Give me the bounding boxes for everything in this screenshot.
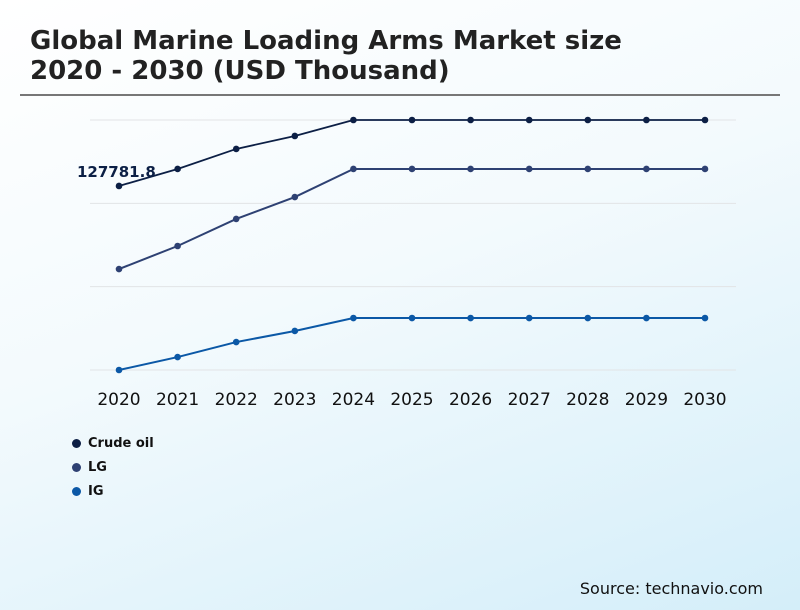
chart-title: Global Marine Loading Arms Market size 2… xyxy=(30,26,622,86)
legend-label: Crude oil xyxy=(88,436,154,451)
data-point xyxy=(701,165,709,173)
data-point xyxy=(291,327,299,335)
x-tick-label: 2024 xyxy=(332,390,375,410)
data-point xyxy=(584,116,592,124)
data-point xyxy=(643,314,650,322)
data-point xyxy=(408,165,416,173)
data-point xyxy=(174,353,181,361)
legend-marker-icon xyxy=(72,463,81,472)
data-point xyxy=(174,165,181,173)
data-point xyxy=(350,165,357,173)
data-point xyxy=(467,165,474,173)
data-point xyxy=(701,314,709,322)
data-point xyxy=(232,145,240,153)
x-tick-label: 2029 xyxy=(625,390,668,410)
data-point xyxy=(584,165,592,173)
series-line-ig xyxy=(118,317,705,371)
legend-item: LG xyxy=(72,460,107,475)
x-tick-label: 2028 xyxy=(566,390,609,410)
x-tick-label: 2022 xyxy=(215,390,258,410)
legend-item: IG xyxy=(72,484,104,499)
data-point xyxy=(115,366,123,374)
data-point xyxy=(115,182,123,190)
data-point xyxy=(525,165,533,173)
data-point xyxy=(584,314,592,322)
legend-label: IG xyxy=(88,484,104,499)
data-point xyxy=(408,116,416,124)
series-line-crude-oil xyxy=(118,119,705,187)
data-point xyxy=(467,116,474,124)
x-tick-label: 2021 xyxy=(156,390,199,410)
x-tick-label: 2026 xyxy=(449,390,492,410)
title-divider xyxy=(20,94,780,96)
source-note: Source: technavio.com xyxy=(579,579,763,598)
legend-label: LG xyxy=(88,460,107,475)
legend-marker-icon xyxy=(72,487,81,496)
x-tick-label: 2030 xyxy=(683,390,726,410)
data-point xyxy=(525,116,533,124)
data-point xyxy=(643,165,650,173)
x-tick-label: 2025 xyxy=(390,390,433,410)
data-point xyxy=(115,265,123,273)
data-point xyxy=(643,116,650,124)
line-chart: 2020 2021 2022 2023 2024 2025 2026 2027 2028 2029… xyxy=(77,116,736,410)
data-point xyxy=(408,314,416,322)
data-point xyxy=(467,314,474,322)
data-point xyxy=(701,116,709,124)
legend-item: Crude oil xyxy=(72,436,154,451)
x-tick-label: 2027 xyxy=(508,390,551,410)
series-line-lg xyxy=(118,167,705,270)
data-point xyxy=(525,314,533,322)
legend-marker-icon xyxy=(72,439,81,448)
data-point xyxy=(291,193,299,201)
x-tick-label: 2020 xyxy=(97,390,140,410)
data-point xyxy=(232,215,240,223)
data-label: 127781.8 xyxy=(77,163,156,181)
x-tick-label: 2023 xyxy=(273,390,316,410)
data-point xyxy=(291,132,299,140)
data-point xyxy=(232,338,240,346)
data-point xyxy=(350,314,357,322)
data-point xyxy=(350,116,357,124)
data-point xyxy=(174,242,181,250)
